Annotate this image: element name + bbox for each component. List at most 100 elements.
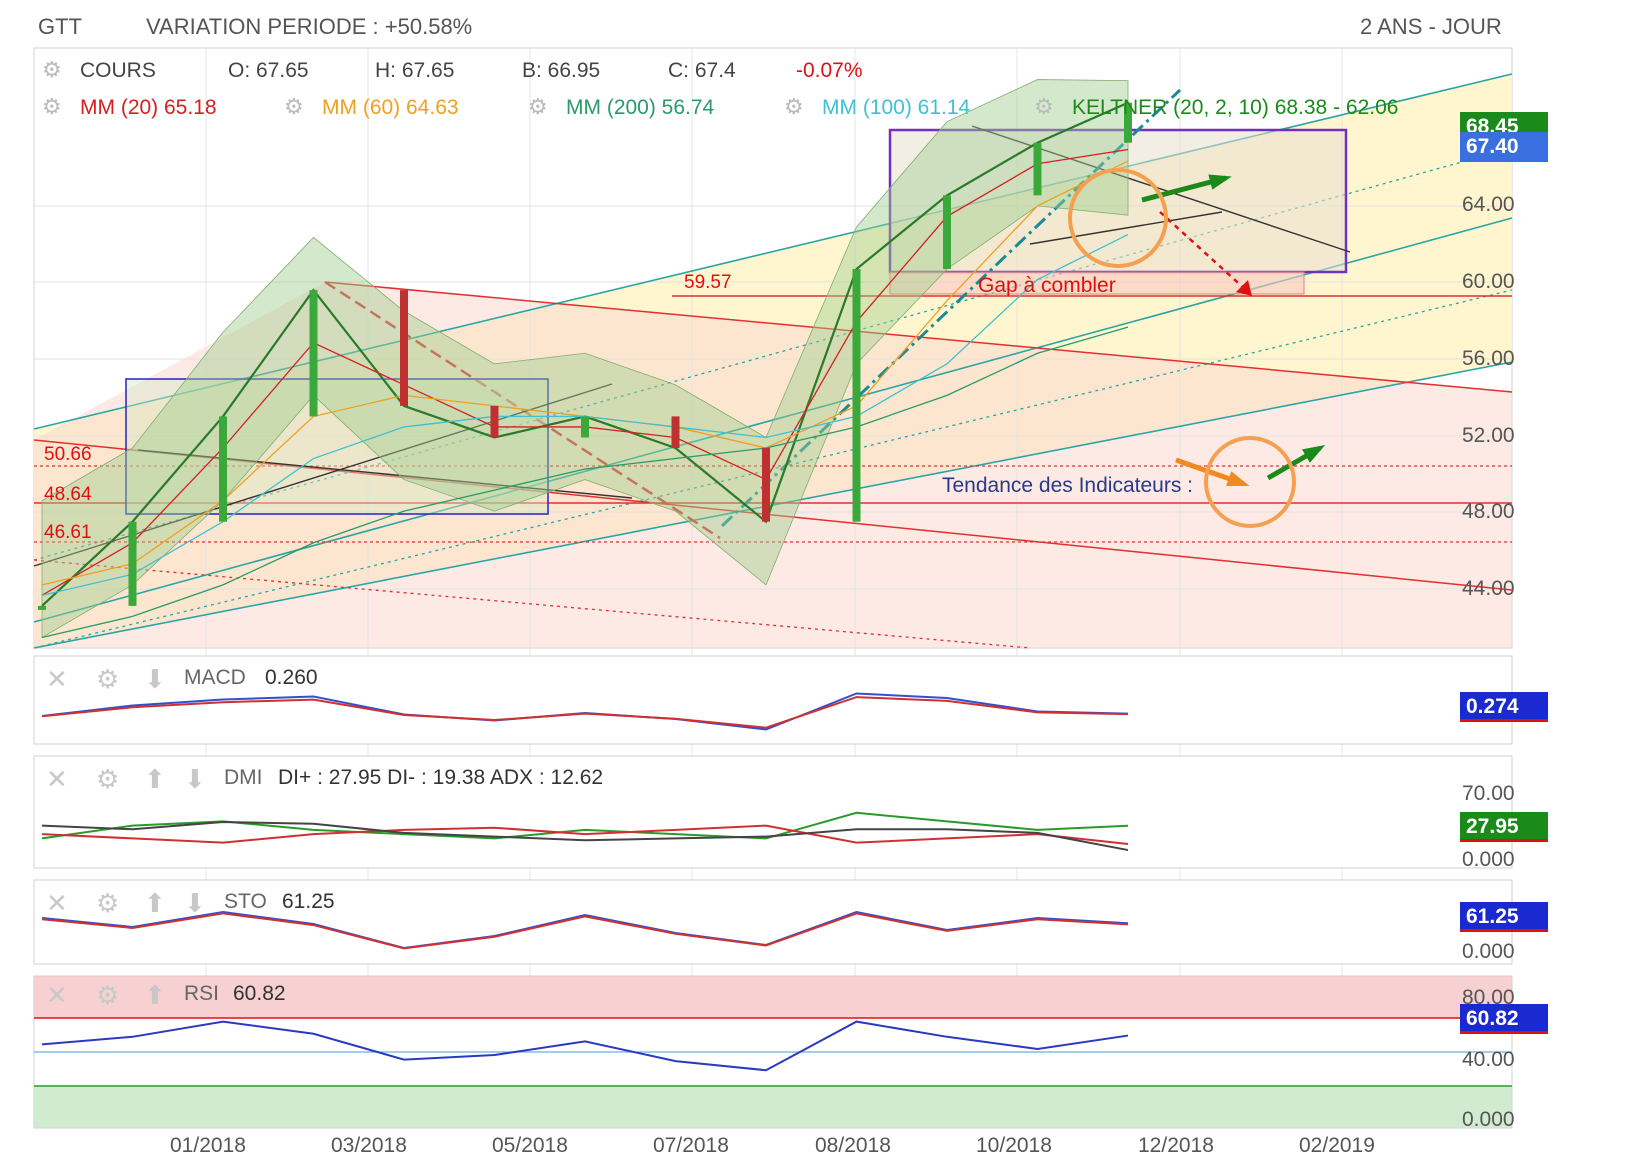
mm20-legend: MM (20) 65.18 bbox=[80, 96, 217, 119]
level-5066-label: 50.66 bbox=[44, 444, 92, 465]
price-candle bbox=[943, 195, 951, 270]
price-candle bbox=[128, 521, 137, 606]
sto-d-line bbox=[41, 912, 1129, 950]
mm200-gear-icon[interactable]: ⚙ bbox=[528, 94, 548, 119]
rsi-axis-80: 80.00 bbox=[1462, 986, 1515, 1009]
variation-label: VARIATION PERIODE : +50.58% bbox=[146, 14, 473, 39]
price-candle bbox=[490, 405, 499, 438]
mm20-gear-icon[interactable]: ⚙ bbox=[42, 94, 62, 119]
macd-gear-icon[interactable]: ⚙ bbox=[96, 664, 120, 694]
down-channel-diagonal bbox=[324, 280, 721, 540]
dmi-arrow-down-icon[interactable]: ⬇ bbox=[184, 764, 206, 794]
series-line-mm-200- bbox=[41, 326, 1129, 639]
price-candle bbox=[309, 290, 318, 417]
dmi-panel bbox=[33, 755, 1513, 869]
macd-tag: 0.274 bbox=[1460, 692, 1548, 722]
top-trendline-up bbox=[1029, 211, 1223, 245]
sto-gear-icon[interactable]: ⚙ bbox=[96, 888, 120, 918]
price-candle bbox=[1124, 102, 1132, 143]
x-tick: 02/2019 bbox=[1299, 1134, 1375, 1157]
rsi-arrow-up-icon[interactable]: ⬆ bbox=[144, 980, 166, 1010]
adx-line bbox=[41, 820, 1129, 852]
down-channel-lower bbox=[33, 439, 1513, 591]
price-candle bbox=[38, 605, 46, 610]
x-tick: 03/2018 bbox=[331, 1134, 407, 1157]
high-value: H: 67.65 bbox=[375, 59, 455, 82]
level-4661-label: 46.61 bbox=[44, 522, 92, 543]
keltner-band bbox=[41, 79, 1129, 639]
price-tick: 60.00 bbox=[1462, 270, 1515, 293]
x-tick: 08/2018 bbox=[815, 1134, 891, 1157]
trend-annotation: Tendance des Indicateurs : bbox=[942, 474, 1193, 497]
price-candle bbox=[671, 416, 680, 448]
price-candle bbox=[1033, 142, 1042, 196]
dmi-gear-icon[interactable]: ⚙ bbox=[96, 764, 120, 794]
sto-arrow-up-icon[interactable]: ⬆ bbox=[144, 888, 166, 918]
macd-close-icon[interactable]: ✕ bbox=[46, 664, 68, 694]
x-tick: 01/2018 bbox=[170, 1134, 246, 1157]
rsi-axis-0: 0.000 bbox=[1462, 1108, 1515, 1131]
price-tick: 64.00 bbox=[1462, 193, 1515, 216]
dmi-name: DMI bbox=[224, 766, 263, 789]
cours-gear-icon[interactable]: ⚙ bbox=[42, 57, 62, 82]
rsi-close-icon[interactable]: ✕ bbox=[46, 980, 68, 1010]
mm60-gear-icon[interactable]: ⚙ bbox=[284, 94, 304, 119]
rsi-gear-icon[interactable]: ⚙ bbox=[96, 980, 120, 1010]
price-candle bbox=[581, 416, 589, 438]
change-value: -0.07% bbox=[796, 59, 863, 82]
green-arrow-bottom-head bbox=[1302, 445, 1326, 463]
cours-label: COURS bbox=[80, 59, 156, 82]
dmi-value: DI+ : 27.95 DI- : 19.38 ADX : 12.62 bbox=[278, 766, 604, 789]
close-value: C: 67.4 bbox=[668, 59, 736, 82]
down-channel-dotted bbox=[33, 559, 1031, 649]
sto-arrow-down-icon[interactable]: ⬇ bbox=[184, 888, 206, 918]
red-dashed-arrow-head bbox=[1236, 280, 1252, 296]
rsi-name: RSI bbox=[184, 982, 220, 1005]
price-tick: 48.00 bbox=[1462, 500, 1515, 523]
dmi-tag: 27.95 bbox=[1460, 812, 1548, 842]
level-5957-label: 59.57 bbox=[684, 272, 732, 293]
dmi-close-icon[interactable]: ✕ bbox=[46, 764, 68, 794]
range-selector[interactable]: 2 ANS - JOUR bbox=[1360, 14, 1502, 39]
rsi-value: 60.82 bbox=[233, 982, 286, 1005]
keltner-legend: KELTNER (20, 2, 10) 68.38 - 62.06 bbox=[1072, 96, 1399, 119]
rsi-axis-40: 40.00 bbox=[1462, 1048, 1515, 1071]
mm60-legend: MM (60) 64.63 bbox=[322, 96, 459, 119]
price-tick: 56.00 bbox=[1462, 347, 1515, 370]
open-value: O: 67.65 bbox=[228, 59, 309, 82]
current-price-tag: 67.40 bbox=[1460, 132, 1548, 162]
macd-value: 0.260 bbox=[265, 666, 318, 689]
channel-dotted-line bbox=[33, 289, 1513, 649]
sto-close-icon[interactable]: ✕ bbox=[46, 888, 68, 918]
dmi-minus-line bbox=[41, 824, 1129, 845]
mm100-legend: MM (100) 61.14 bbox=[822, 96, 971, 119]
macd-panel bbox=[33, 655, 1513, 745]
dmi-arrow-up-icon[interactable]: ⬆ bbox=[144, 764, 166, 794]
sto-value: 61.25 bbox=[282, 890, 335, 913]
rsi-overbought-zone bbox=[34, 976, 1512, 1018]
dmi-axis-top: 70.00 bbox=[1462, 782, 1515, 805]
rsi-line bbox=[41, 1020, 1129, 1072]
sto-panel bbox=[33, 879, 1513, 965]
sto-name: STO bbox=[224, 890, 267, 913]
level-4864-label: 48.64 bbox=[44, 484, 92, 505]
top-range-box bbox=[888, 128, 1348, 274]
ticker-label: GTT bbox=[38, 14, 82, 39]
macd-name: MACD bbox=[184, 666, 246, 689]
x-tick: 12/2018 bbox=[1138, 1134, 1214, 1157]
gap-annotation: Gap à combler bbox=[978, 274, 1116, 297]
price-candle bbox=[219, 416, 227, 522]
macd-arrow-down-icon[interactable]: ⬇ bbox=[144, 664, 166, 694]
price-candle bbox=[762, 448, 770, 522]
price-tick: 52.00 bbox=[1462, 424, 1515, 447]
price-candle bbox=[400, 290, 408, 406]
highlight-circle-top bbox=[1068, 168, 1168, 268]
orange-arrow-head bbox=[1226, 471, 1250, 486]
mm200-legend: MM (200) 56.74 bbox=[566, 96, 715, 119]
mm100-gear-icon[interactable]: ⚙ bbox=[784, 94, 804, 119]
x-tick: 07/2018 bbox=[653, 1134, 729, 1157]
keltner-gear-icon[interactable]: ⚙ bbox=[1034, 94, 1054, 119]
sto-axis-bottom: 0.000 bbox=[1462, 940, 1515, 963]
price-tick: 44.00 bbox=[1462, 577, 1515, 600]
